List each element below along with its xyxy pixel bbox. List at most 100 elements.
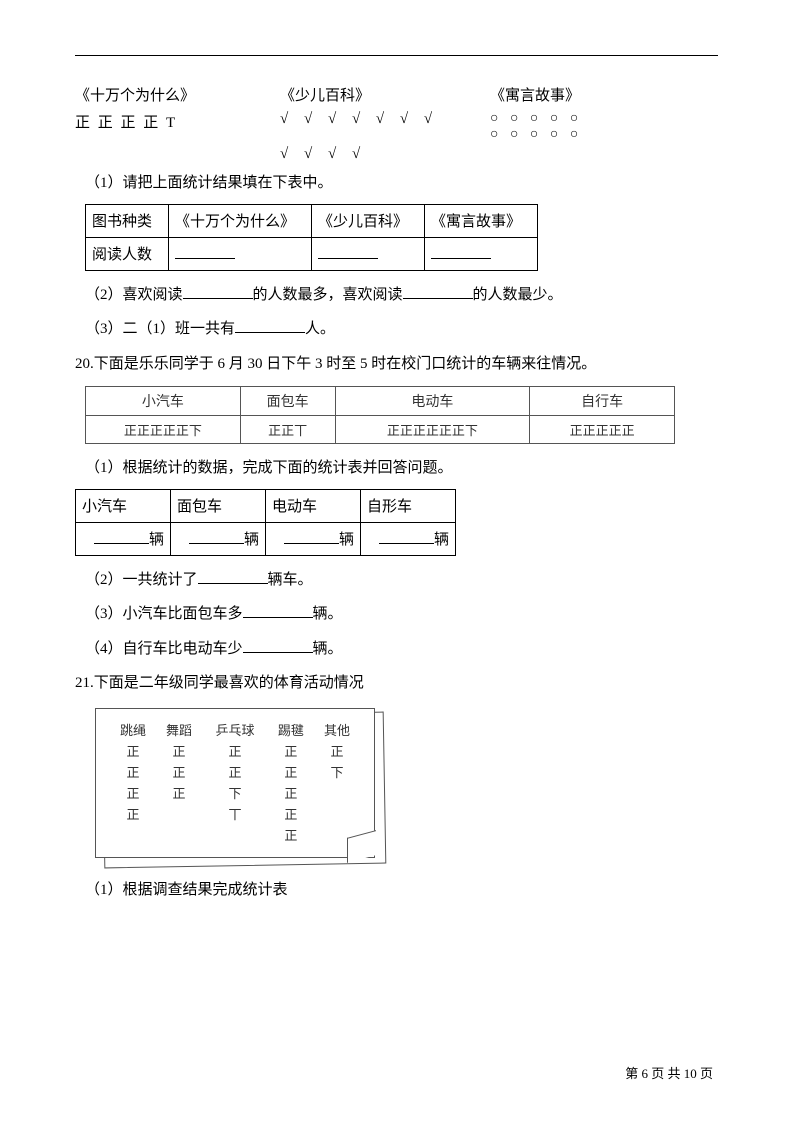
q20-tally-table: 小汽车 面包车 电动车 自行车 正正正正正下 正正丅 正正正正正正下 正正正正正 xyxy=(85,386,675,444)
n-c: 正 xyxy=(156,761,202,782)
table-row: 正 正 正 正 正 xyxy=(110,740,360,761)
q20-th2: 面包车 xyxy=(240,387,335,416)
q20-p2b: 辆车。 xyxy=(268,572,313,588)
blank[interactable] xyxy=(243,637,313,653)
table-row: 辆 辆 辆 辆 xyxy=(76,522,456,555)
book1-tally: 正 正 正 正 T xyxy=(75,111,177,132)
n-c xyxy=(110,824,156,845)
q19-p3b: 人。 xyxy=(305,321,335,337)
q19-r1c3: 《寓言故事》 xyxy=(425,204,538,237)
blank[interactable] xyxy=(403,283,473,299)
table-row: 阅读人数 xyxy=(86,237,538,270)
q20-p2: （2）一共统计了 辆车。 xyxy=(85,566,718,595)
q20-p4b: 辆。 xyxy=(313,641,343,657)
blank[interactable] xyxy=(284,528,339,544)
books-tally-block: 《十万个为什么》 正 正 正 正 T 《少儿百科》 √ √ √ √ √ √ √ … xyxy=(75,84,718,163)
page-footer: 第 6 页 共 10 页 xyxy=(625,1063,713,1082)
n-c: 正 xyxy=(268,761,314,782)
footer-total: 10 xyxy=(684,1066,697,1081)
blank[interactable] xyxy=(379,528,434,544)
blank[interactable] xyxy=(235,317,305,333)
q19-p2: （2）喜欢阅读的人数最多，喜欢阅读的人数最少。 xyxy=(85,281,718,310)
n-c: 正 xyxy=(268,824,314,845)
q20-fill-table: 小汽车 面包车 电动车 自形车 辆 辆 辆 辆 xyxy=(75,489,456,556)
q20-fill-cell: 辆 xyxy=(266,522,361,555)
n-c: 正 xyxy=(156,782,202,803)
q20-p3b: 辆。 xyxy=(313,606,343,622)
footer-a: 第 xyxy=(625,1066,641,1081)
q19-p1: （1）请把上面统计结果填在下表中。 xyxy=(85,169,718,198)
q20-fh1: 小汽车 xyxy=(76,489,171,522)
table-row: 正 丅 正 xyxy=(110,803,360,824)
q19-blank-cell xyxy=(425,237,538,270)
footer-b: 页 共 xyxy=(648,1066,684,1081)
n-c: 正 xyxy=(110,803,156,824)
q19-p2a: （2）喜欢阅读 xyxy=(85,287,183,303)
book3-col: 《寓言故事》 ○ ○ ○ ○ ○ ○ ○ ○ ○ ○ xyxy=(490,84,670,163)
book1-col: 《十万个为什么》 正 正 正 正 T xyxy=(75,84,280,163)
q20-p1: （1）根据统计的数据，完成下面的统计表并回答问题。 xyxy=(85,454,718,483)
q20-p2a: （2）一共统计了 xyxy=(85,572,198,588)
q20-p3a: （3）小汽车比面包车多 xyxy=(85,606,243,622)
n-c: 正 xyxy=(268,803,314,824)
blank[interactable] xyxy=(183,283,253,299)
q19-blank-cell xyxy=(169,237,312,270)
blank[interactable] xyxy=(175,243,235,259)
q20-fill-cell: 辆 xyxy=(76,522,171,555)
book2-checks-2: √ √ √ √ xyxy=(280,146,366,163)
page: 《十万个为什么》 正 正 正 正 T 《少儿百科》 √ √ √ √ √ √ √ … xyxy=(0,0,793,1122)
blank[interactable] xyxy=(189,528,244,544)
q19-table: 图书种类 《十万个为什么》 《少儿百科》 《寓言故事》 阅读人数 xyxy=(85,204,538,271)
n-c xyxy=(156,824,202,845)
blank[interactable] xyxy=(198,568,268,584)
n-h4: 踢毽 xyxy=(268,719,314,740)
q20-fill-cell: 辆 xyxy=(171,522,266,555)
n-h1: 跳绳 xyxy=(110,719,156,740)
q21-note-table: 跳绳 舞蹈 乒乓球 踢毽 其他 正 正 正 正 正 正 正 正 正 xyxy=(110,719,360,845)
n-c: 正 xyxy=(110,740,156,761)
unit: 辆 xyxy=(244,532,259,548)
q20-th3: 电动车 xyxy=(335,387,530,416)
book1-title: 《十万个为什么》 xyxy=(75,84,195,105)
book2-checks-1: √ √ √ √ √ √ √ xyxy=(280,111,438,128)
unit: 辆 xyxy=(339,532,354,548)
q20-fill-cell: 辆 xyxy=(361,522,456,555)
n-c: 正 xyxy=(110,761,156,782)
n-h2: 舞蹈 xyxy=(156,719,202,740)
unit: 辆 xyxy=(149,532,164,548)
q20-fh4: 自形车 xyxy=(361,489,456,522)
q21-note: 跳绳 舞蹈 乒乓球 踢毽 其他 正 正 正 正 正 正 正 正 正 xyxy=(95,708,395,868)
n-c: 下 xyxy=(202,782,268,803)
book3-title: 《寓言故事》 xyxy=(490,84,580,105)
n-c: 下 xyxy=(314,761,360,782)
table-row: 正 正 下 正 xyxy=(110,782,360,803)
q20-p4a: （4）自行车比电动车少 xyxy=(85,641,243,657)
q21-intro: 21.下面是二年级同学最喜欢的体育活动情况 xyxy=(75,669,718,698)
blank[interactable] xyxy=(94,528,149,544)
note-sheet: 跳绳 舞蹈 乒乓球 踢毽 其他 正 正 正 正 正 正 正 正 正 xyxy=(95,708,375,858)
n-c: 正 xyxy=(110,782,156,803)
q20-tv3: 正正正正正正下 xyxy=(335,416,530,444)
q19-r1c2: 《少儿百科》 xyxy=(312,204,425,237)
q20-p3: （3）小汽车比面包车多 辆。 xyxy=(85,600,718,629)
q19-r1c0: 图书种类 xyxy=(86,204,169,237)
blank[interactable] xyxy=(243,602,313,618)
blank[interactable] xyxy=(318,243,378,259)
q19-p3: （3）二（1）班一共有人。 xyxy=(85,315,718,344)
book2-col: 《少儿百科》 √ √ √ √ √ √ √ √ √ √ √ xyxy=(280,84,490,163)
n-c: 正 xyxy=(202,761,268,782)
n-c: 正 xyxy=(314,740,360,761)
q19-blank-cell xyxy=(312,237,425,270)
q19-p2c: 的人数最少。 xyxy=(473,287,563,303)
n-c: 正 xyxy=(268,740,314,761)
n-c xyxy=(314,803,360,824)
book3-circles-1: ○ ○ ○ ○ ○ xyxy=(490,111,582,127)
table-row: 小汽车 面包车 电动车 自形车 xyxy=(76,489,456,522)
n-c xyxy=(202,824,268,845)
n-c xyxy=(314,782,360,803)
n-c: 正 xyxy=(268,782,314,803)
q19-r2c0: 阅读人数 xyxy=(86,237,169,270)
q20-tv4: 正正正正正 xyxy=(530,416,675,444)
table-row: 正 正 正 正 下 xyxy=(110,761,360,782)
blank[interactable] xyxy=(431,243,491,259)
